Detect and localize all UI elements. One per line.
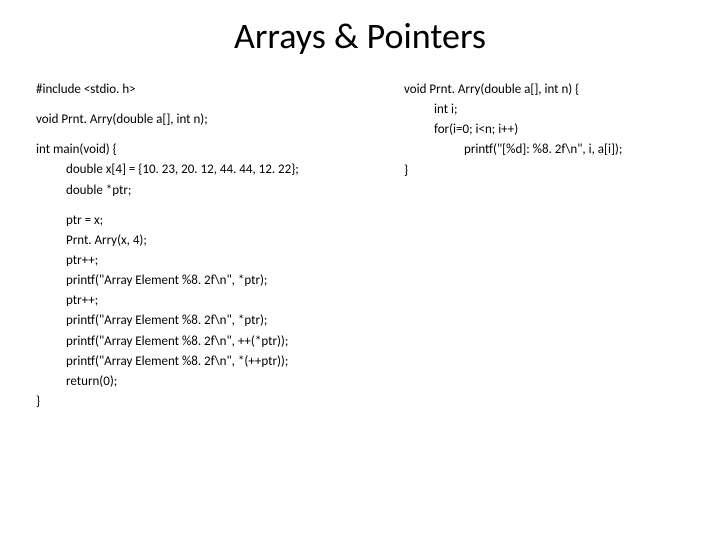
left-column: #include <stdio. h> void Prnt. Arry(doub… [36, 80, 396, 422]
code-block: ptr = x; Prnt. Arry(x, 4); ptr++; printf… [36, 211, 396, 412]
code-line: } [36, 392, 396, 412]
code-line: void Prnt. Arry(double a[], int n); [36, 110, 396, 130]
code-line: printf("Array Element %8. 2f\n", *ptr); [36, 271, 396, 291]
code-line: double x[4] = {10. 23, 20. 12, 44. 44, 1… [36, 160, 396, 180]
code-line: ptr++; [36, 251, 396, 271]
content-area: #include <stdio. h> void Prnt. Arry(doub… [0, 80, 720, 422]
code-line: ptr++; [36, 291, 396, 311]
code-line: for(i=0; i<n; i++) [404, 120, 684, 140]
code-line: void Prnt. Arry(double a[], int n) { [404, 80, 684, 100]
code-line: int main(void) { [36, 140, 396, 160]
right-column: void Prnt. Arry(double a[], int n) { int… [396, 80, 684, 422]
code-line: Prnt. Arry(x, 4); [36, 231, 396, 251]
code-line: ptr = x; [36, 211, 396, 231]
code-block: int main(void) { double x[4] = {10. 23, … [36, 140, 396, 200]
code-line: int i; [404, 100, 684, 120]
code-line: } [404, 161, 684, 181]
code-line: return(0); [36, 372, 396, 392]
code-line: #include <stdio. h> [36, 80, 396, 100]
code-line: double *ptr; [36, 181, 396, 201]
slide-title: Arrays & Pointers [0, 0, 720, 80]
code-line: printf("Array Element %8. 2f\n", *ptr); [36, 311, 396, 331]
code-line: printf("[%d]: %8. 2f\n", i, a[i]); [404, 140, 684, 160]
code-line: printf("Array Element %8. 2f\n", ++(*ptr… [36, 332, 396, 352]
code-line: printf("Array Element %8. 2f\n", *(++ptr… [36, 352, 396, 372]
